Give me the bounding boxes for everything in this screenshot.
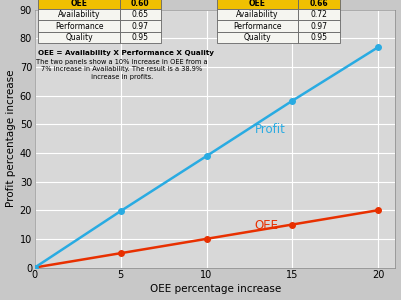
Text: 0.66: 0.66: [310, 0, 328, 8]
Text: Availability: Availability: [58, 10, 100, 19]
Text: Availability: Availability: [236, 10, 279, 19]
Text: 0.97: 0.97: [132, 22, 149, 31]
FancyBboxPatch shape: [217, 32, 298, 43]
Text: Performance: Performance: [55, 22, 103, 31]
FancyBboxPatch shape: [119, 32, 161, 43]
FancyBboxPatch shape: [119, 0, 161, 9]
FancyBboxPatch shape: [298, 32, 340, 43]
Text: OEE = Availability X Performance X Quality: OEE = Availability X Performance X Quali…: [38, 50, 215, 56]
FancyBboxPatch shape: [217, 9, 298, 20]
Text: 0.65: 0.65: [132, 10, 149, 19]
X-axis label: OEE percentage increase: OEE percentage increase: [150, 284, 281, 294]
Text: Quality: Quality: [65, 33, 93, 42]
Text: OEE: OEE: [255, 219, 279, 232]
Text: 0.72: 0.72: [310, 10, 327, 19]
Text: 0.95: 0.95: [310, 33, 327, 42]
Text: 0.97: 0.97: [310, 22, 327, 31]
FancyBboxPatch shape: [298, 0, 340, 9]
FancyBboxPatch shape: [298, 9, 340, 20]
Text: Quality: Quality: [244, 33, 271, 42]
FancyBboxPatch shape: [38, 20, 119, 32]
FancyBboxPatch shape: [38, 9, 119, 20]
FancyBboxPatch shape: [217, 20, 298, 32]
FancyBboxPatch shape: [38, 0, 119, 9]
FancyBboxPatch shape: [38, 32, 119, 43]
Text: Performance: Performance: [233, 22, 282, 31]
FancyBboxPatch shape: [119, 20, 161, 32]
Text: 0.60: 0.60: [131, 0, 150, 8]
FancyBboxPatch shape: [217, 0, 298, 9]
Text: OEE: OEE: [249, 0, 266, 8]
Text: 0.95: 0.95: [132, 33, 149, 42]
FancyBboxPatch shape: [119, 9, 161, 20]
Text: The two panels show a 10% increase in OEE from a
7% increase in Availability. Th: The two panels show a 10% increase in OE…: [36, 58, 207, 80]
Text: OEE: OEE: [71, 0, 87, 8]
Text: Profit: Profit: [255, 123, 286, 136]
Y-axis label: Profit percentage increase: Profit percentage increase: [6, 70, 16, 207]
FancyBboxPatch shape: [298, 20, 340, 32]
